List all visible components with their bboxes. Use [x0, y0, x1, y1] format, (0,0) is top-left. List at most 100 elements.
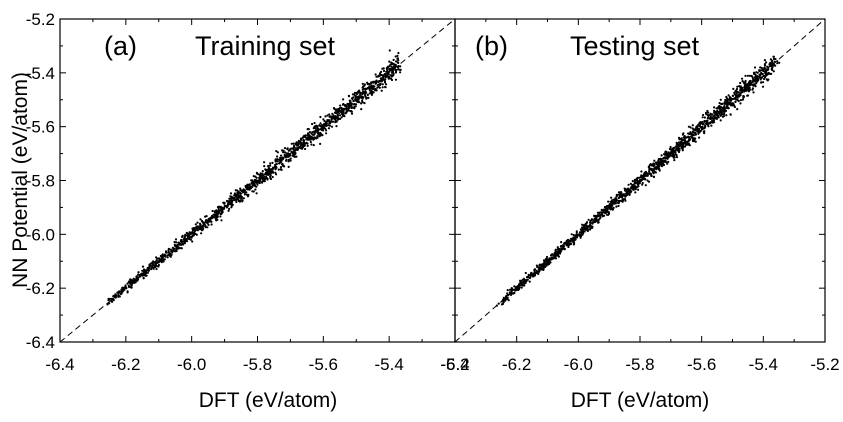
data-point — [243, 193, 246, 196]
data-point — [528, 280, 531, 283]
data-point — [166, 254, 169, 257]
data-point — [319, 124, 322, 128]
data-point — [666, 154, 669, 157]
data-point — [584, 222, 587, 226]
data-point — [378, 72, 382, 75]
y-axis-title: NN Potential (eV/atom) — [9, 72, 32, 288]
data-point — [390, 62, 394, 65]
data-point — [297, 146, 300, 149]
data-point — [763, 77, 766, 81]
data-point — [705, 122, 708, 125]
data-point — [377, 74, 380, 77]
panel-a: (a) Training set — [59, 18, 456, 343]
data-point — [648, 167, 651, 170]
data-point — [331, 112, 334, 115]
data-point — [368, 87, 371, 90]
data-point — [295, 141, 298, 144]
data-point — [606, 213, 609, 216]
data-point — [680, 146, 683, 149]
data-point — [248, 187, 251, 190]
data-point — [541, 268, 544, 271]
data-point — [183, 238, 186, 241]
data-point — [566, 238, 570, 241]
data-point — [370, 89, 373, 92]
data-point — [342, 98, 345, 101]
data-point — [177, 241, 181, 244]
data-point — [354, 94, 357, 97]
panel-b-points — [495, 55, 781, 307]
data-point — [198, 222, 202, 225]
data-point — [634, 182, 637, 185]
data-point — [261, 178, 265, 181]
data-point — [228, 197, 231, 200]
data-point — [269, 174, 272, 177]
data-point — [666, 162, 669, 165]
data-point — [181, 235, 184, 239]
data-point — [504, 298, 507, 301]
data-point — [346, 102, 349, 105]
data-point — [375, 79, 378, 82]
data-point — [319, 142, 322, 145]
data-point — [649, 172, 652, 175]
data-point — [388, 49, 391, 52]
data-point — [691, 124, 694, 127]
data-point — [144, 274, 147, 277]
data-point — [676, 146, 680, 149]
data-point — [666, 156, 669, 159]
data-point — [251, 190, 254, 193]
data-point — [338, 107, 341, 110]
x-tick-label: -5.4 — [375, 355, 404, 374]
data-point — [575, 231, 578, 234]
data-point — [629, 182, 633, 185]
data-point — [214, 214, 217, 217]
data-point — [321, 128, 324, 131]
x-tick-label: -5.4 — [749, 355, 778, 374]
data-point — [269, 164, 272, 167]
data-point — [394, 78, 398, 81]
data-point — [329, 120, 332, 123]
data-point — [261, 180, 264, 183]
data-point — [713, 109, 716, 112]
data-point — [281, 163, 284, 166]
data-point — [339, 104, 342, 107]
data-point — [162, 260, 165, 263]
data-point — [727, 107, 730, 110]
panel-a-title: Training set — [195, 31, 336, 61]
data-point — [290, 142, 293, 145]
data-point — [674, 149, 677, 152]
data-point — [755, 82, 758, 85]
data-point — [765, 73, 768, 76]
data-point — [741, 98, 745, 101]
data-point — [382, 69, 386, 72]
data-point — [736, 90, 739, 93]
data-point — [221, 207, 224, 210]
data-point — [624, 188, 627, 191]
data-point — [241, 199, 244, 202]
panel-a-x-tick-labels: -6.4 -6.2 -6.0 -5.8 -5.6 -5.4 -5.2 — [45, 355, 469, 374]
panel-a-points — [106, 49, 402, 306]
data-point — [325, 132, 328, 135]
data-point — [266, 173, 269, 176]
data-point — [271, 167, 274, 171]
data-point — [741, 80, 744, 83]
data-point — [631, 180, 634, 183]
data-point — [744, 74, 747, 77]
data-point — [560, 241, 563, 244]
data-point — [295, 147, 298, 150]
data-point — [760, 71, 763, 74]
data-point — [313, 126, 316, 129]
data-point — [280, 154, 283, 157]
data-point — [168, 254, 171, 257]
data-point — [770, 64, 773, 68]
data-point — [360, 108, 363, 111]
data-point — [134, 281, 137, 284]
data-point — [600, 212, 604, 216]
data-point — [384, 78, 387, 81]
data-point — [363, 83, 366, 86]
data-point — [276, 151, 279, 154]
data-point — [242, 197, 245, 200]
y-tick-label: -6.2 — [26, 279, 55, 298]
data-point — [627, 183, 630, 186]
data-point — [566, 242, 569, 245]
y-tick-label: -6.4 — [26, 333, 55, 352]
